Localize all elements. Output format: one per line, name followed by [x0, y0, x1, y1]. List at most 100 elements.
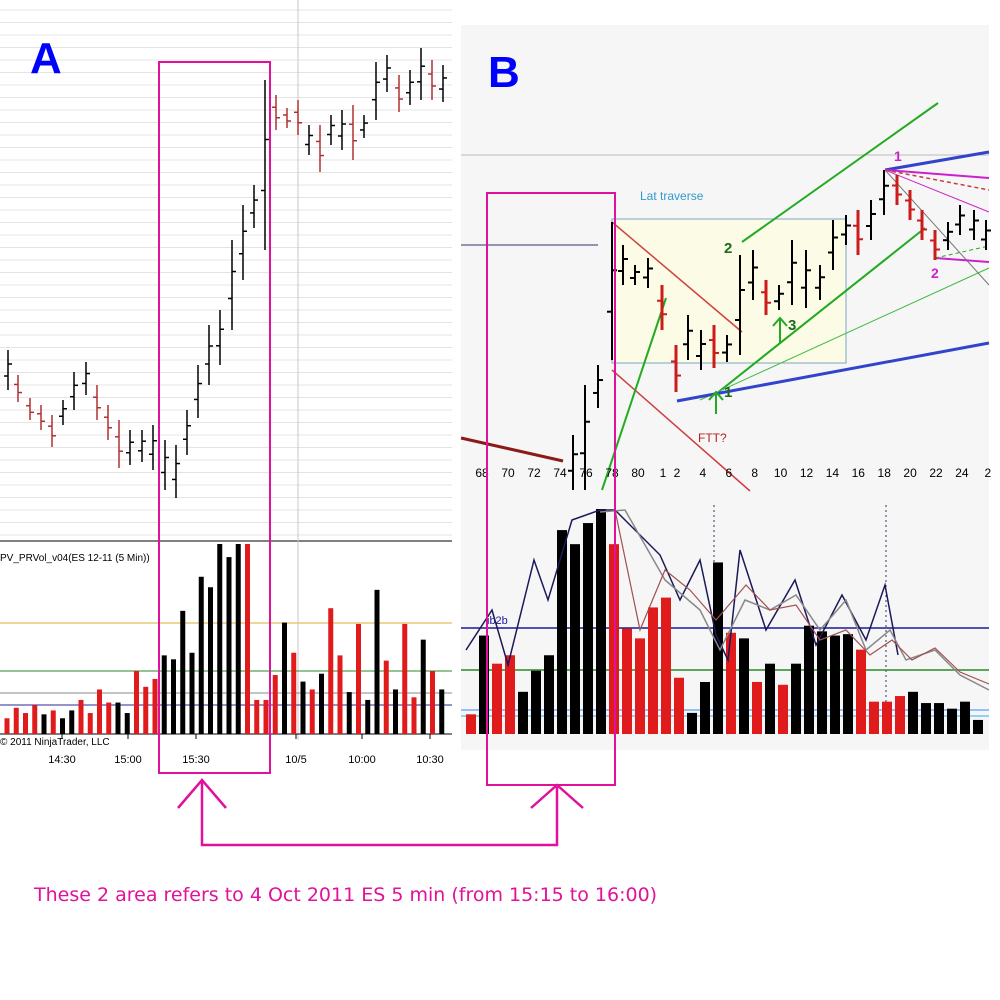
volume-bar [328, 608, 334, 734]
bar-number-label: 80 [631, 466, 645, 480]
bar-number-label: 18 [878, 466, 892, 480]
volume-bar [208, 587, 213, 734]
marker-1-green: 1 [724, 384, 732, 401]
time-tick-label: 10/5 [285, 754, 306, 766]
volume-bar [87, 713, 93, 734]
volume-bar [245, 544, 250, 734]
volume-bar [32, 705, 38, 734]
bar-number-label: 2 [984, 466, 991, 480]
volume-bar [60, 718, 65, 734]
volume-bar [765, 663, 775, 734]
volume-bar [254, 699, 260, 734]
volume-bar [583, 523, 593, 734]
bar-number-label: 1 [660, 466, 667, 480]
trendline-green-lower [715, 227, 926, 395]
volume-bar [411, 697, 417, 734]
panel-b-zigzag-brown [614, 509, 990, 685]
panel-a-copyright: © 2011 NinjaTrader, LLC [0, 737, 110, 748]
time-tick-label: 15:00 [114, 754, 142, 766]
arrow-up-icon [177, 778, 227, 809]
panel-b-traverse-label: Lat traverse [640, 189, 704, 203]
volume-bar [383, 660, 389, 734]
bar-number-label: 6 [725, 466, 732, 480]
caption: These 2 area refers to 4 Oct 2011 ES 5 m… [34, 884, 658, 906]
volume-bar [41, 714, 47, 734]
volume-bar [300, 681, 306, 734]
marker-1-magenta: 1 [894, 148, 902, 164]
volume-bar [402, 623, 408, 734]
fan-line-2 [884, 169, 990, 191]
volume-bar [180, 610, 186, 734]
volume-bar [622, 628, 632, 734]
volume-bar [817, 631, 827, 734]
bar-number-label: 2 [674, 466, 681, 480]
volume-bar [217, 544, 223, 734]
ib2b-label: ib2b [487, 615, 508, 627]
bar-number-label: 14 [826, 466, 840, 480]
panel-b-volume-bars [466, 509, 983, 734]
time-tick-label: 14:30 [48, 754, 76, 766]
volume-bar [189, 652, 195, 734]
bar-number-label: 70 [501, 466, 515, 480]
volume-bar [4, 718, 10, 734]
volume-bar [97, 689, 102, 734]
volume-bar [882, 701, 892, 734]
volume-bar [78, 699, 84, 734]
trendline-green-upper [741, 102, 939, 243]
volume-bar [921, 703, 931, 734]
volume-bar [687, 712, 697, 734]
bar-number-label: 76 [579, 466, 593, 480]
panel-a-time-axis: 14:30 15:00 15:30 10/5 10:00 10:30 [48, 734, 444, 766]
volume-bar [648, 607, 658, 734]
up-arrow-icon [708, 390, 724, 414]
marker-2-magenta: 2 [931, 265, 939, 281]
volume-bar [895, 696, 905, 734]
volume-bar [393, 689, 398, 734]
panel-a-indicator-label: PV_PRVol_v04(ES 12-11 (5 Min)) [0, 553, 150, 564]
bar-number-label: 74 [553, 466, 567, 480]
volume-bar [69, 710, 75, 734]
bar-number-label: 10 [774, 466, 788, 480]
volume-bar [309, 689, 315, 734]
volume-bar [934, 703, 944, 734]
trendline-brown [460, 436, 564, 463]
volume-bar [661, 597, 671, 734]
volume-bar [531, 670, 541, 734]
time-tick-label: 10:30 [416, 754, 444, 766]
volume-bar [947, 708, 957, 734]
volume-bar [752, 681, 762, 734]
fan-line-6 [934, 245, 990, 259]
volume-bar [152, 678, 158, 734]
volume-bar [23, 713, 28, 734]
bar-number-label: 16 [852, 466, 866, 480]
bar-number-label: 78 [605, 466, 619, 480]
volume-bar [518, 691, 528, 734]
volume-bar [50, 710, 56, 734]
ftt-annotation: FTT? [698, 431, 727, 445]
volume-bar [430, 671, 435, 734]
volume-bar [570, 544, 580, 734]
volume-bar [804, 625, 814, 734]
volume-bar [557, 530, 567, 734]
volume-bar [171, 659, 176, 734]
volume-bar [226, 557, 232, 734]
volume-bar [713, 562, 723, 734]
volume-bar [466, 714, 476, 734]
bar-number-label: 4 [700, 466, 707, 480]
volume-bar [365, 699, 371, 734]
bar-number-label: 12 [800, 466, 814, 480]
volume-bar [856, 649, 866, 734]
volume-bar [439, 689, 445, 734]
highlight-box-b [486, 192, 616, 786]
volume-bar [674, 677, 684, 734]
volume-bar [726, 632, 736, 734]
volume-bar [973, 719, 983, 734]
volume-bar [778, 684, 788, 734]
trendline-red-upper [611, 221, 743, 333]
volume-bar [235, 544, 241, 734]
marker-3-green: 3 [788, 317, 796, 334]
volume-bar [124, 713, 130, 734]
volume-bar [544, 655, 554, 734]
channel-line-lower [676, 341, 990, 403]
volume-bar [337, 655, 343, 734]
